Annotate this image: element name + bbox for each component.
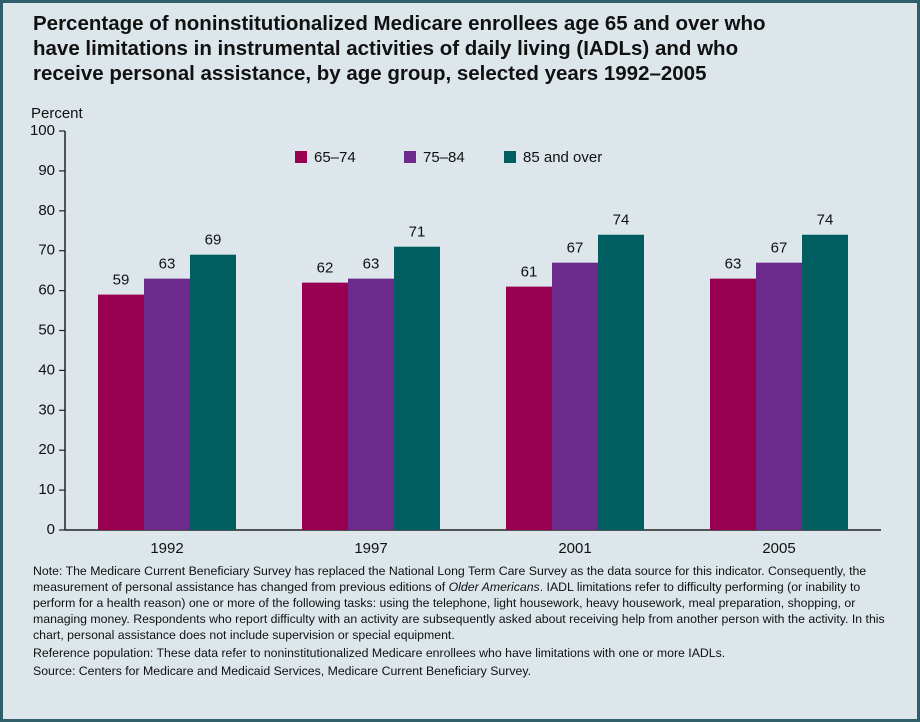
value-label: 62 <box>317 260 334 277</box>
y-tick-label: 50 <box>38 321 55 338</box>
x-tick-label: 2001 <box>558 540 591 557</box>
bar <box>552 262 598 530</box>
note-italic: Older Americans <box>448 580 540 594</box>
bar <box>302 282 348 530</box>
bar <box>710 278 756 530</box>
y-axis-label: Percent <box>31 105 84 122</box>
y-tick-label: 20 <box>38 441 55 458</box>
note-text: Note: The Medicare Current Beneficiary S… <box>33 564 867 594</box>
y-tick-label: 100 <box>30 122 55 139</box>
value-label: 63 <box>725 256 742 273</box>
bar <box>506 286 552 530</box>
reference-population: Reference population: These data refer t… <box>33 646 726 660</box>
legend-swatch <box>404 151 416 163</box>
value-label: 67 <box>771 240 788 257</box>
y-tick-label: 60 <box>38 282 55 299</box>
bar <box>144 278 190 530</box>
value-label: 59 <box>113 272 130 289</box>
value-label: 61 <box>521 264 538 281</box>
legend-label: 85 and over <box>523 149 602 166</box>
y-tick-label: 90 <box>38 162 55 179</box>
bar <box>756 262 802 530</box>
legend-label: 75–84 <box>423 149 465 166</box>
y-tick-label: 80 <box>38 202 55 219</box>
value-label: 74 <box>613 212 630 229</box>
x-tick-label: 1992 <box>150 540 183 557</box>
bar <box>802 234 848 531</box>
value-label: 63 <box>363 256 380 273</box>
chart: Percent 0 10 20 30 40 50 60 70 80 90 100 65–74 75–84… <box>30 105 881 557</box>
value-label: 74 <box>817 212 834 229</box>
legend-label: 65–74 <box>314 149 356 166</box>
bar <box>190 254 236 530</box>
source: Source: Centers for Medicare and Medicai… <box>33 664 532 678</box>
x-tick-label: 2005 <box>762 540 795 557</box>
bar <box>598 234 644 531</box>
value-label: 67 <box>567 240 584 257</box>
notes: Note: The Medicare Current Beneficiary S… <box>33 563 895 681</box>
chart-title: Percentage of noninstitutionalized Medic… <box>33 12 766 85</box>
value-label: 71 <box>409 224 426 241</box>
bar <box>394 246 440 530</box>
y-tick-label: 70 <box>38 242 55 259</box>
y-tick-label: 0 <box>47 521 55 538</box>
bar <box>98 294 144 530</box>
note-text: . IADL limitations refer to difficulty p… <box>33 580 885 642</box>
value-label: 63 <box>159 256 176 273</box>
bar <box>348 278 394 530</box>
note: Note: The Medicare Current Beneficiary S… <box>33 563 895 643</box>
y-tick-label: 30 <box>38 401 55 418</box>
value-label: 69 <box>205 232 222 249</box>
y-tick-label: 10 <box>38 481 55 498</box>
legend-swatch <box>295 151 307 163</box>
x-tick-label: 1997 <box>354 540 387 557</box>
y-tick-label: 40 <box>38 361 55 378</box>
legend-swatch <box>504 151 516 163</box>
